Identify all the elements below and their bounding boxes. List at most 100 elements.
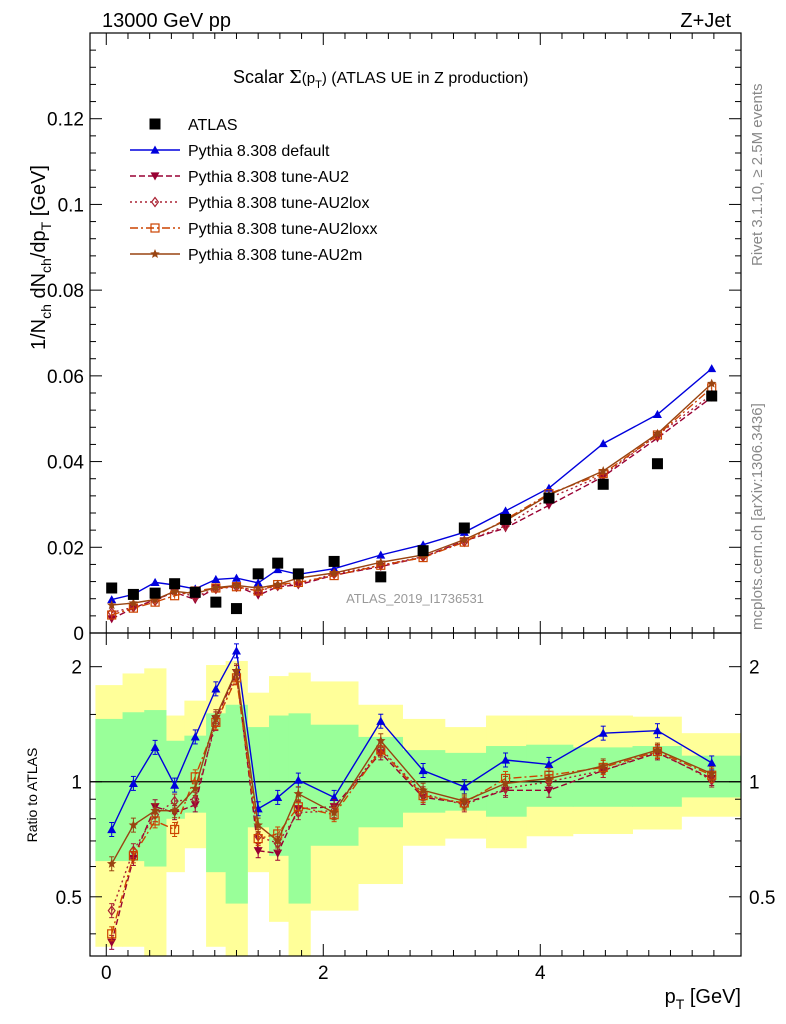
ratio-y-tick-label: 0.5 [56, 888, 82, 909]
series-point-4 [128, 598, 139, 608]
ratio-y-tick-label-right: 2 [749, 658, 760, 679]
ratio-series-point-4 [128, 820, 139, 830]
atlas-data-point [706, 390, 718, 402]
ratio-series-point-4 [500, 778, 511, 788]
y-tick-label: 0.12 [47, 110, 84, 131]
y-tick-label: 0 [73, 624, 84, 645]
series-point-0 [211, 574, 221, 584]
series-point-4 [329, 568, 339, 578]
atlas-data-point [417, 545, 429, 557]
ratio-series-point-4 [418, 785, 428, 795]
series-point-4 [598, 466, 608, 476]
series-point-3 [107, 610, 117, 620]
ratio-series-point-4 [652, 745, 663, 755]
series-line-4 [111, 383, 713, 606]
atlas-data-point [375, 571, 387, 583]
series-line-2 [111, 394, 713, 614]
ratio-series-point-3 [107, 929, 117, 939]
uncertainty-band-green [95, 718, 124, 862]
ratio-series-point-4 [459, 796, 470, 806]
series-point-0 [652, 409, 662, 419]
atlas-data-point [149, 587, 161, 599]
ratio-plot: 0.5 0.5 1 1 2 2 0 2 4 [56, 633, 775, 984]
atlas-data-point [597, 478, 609, 490]
ratio-series-point-0 [107, 824, 117, 834]
legend-label: ATLAS [188, 117, 238, 134]
ratio-series-point-0 [376, 716, 386, 725]
main-ylabel: 1/Nch dNch/dpT [GeV] [28, 165, 54, 350]
series-point-0 [707, 364, 717, 373]
ratio-series-point-0 [273, 792, 283, 801]
series-point-0 [501, 506, 511, 515]
uncertainty-band-green [206, 713, 227, 873]
atlas-data-point [292, 568, 304, 580]
y-tick-label: 0.04 [47, 453, 84, 474]
ratio-series-point-4 [272, 835, 283, 845]
ratio-series-point-4 [706, 768, 717, 778]
ratio-series-point-3 [253, 833, 263, 844]
series-point-0 [376, 550, 386, 559]
series-point-4 [459, 534, 470, 544]
ratio-series-point-0 [501, 755, 511, 764]
atlas-data-point [458, 522, 470, 534]
ratio-series-point-0 [459, 782, 469, 791]
y-tick-label: 0.1 [58, 195, 84, 216]
series-point-0 [598, 439, 608, 448]
ratio-series-point-0 [231, 646, 241, 655]
y-tick-label: 0.06 [47, 367, 84, 388]
legend-label: Pythia 8.308 tune-AU2 [188, 169, 349, 186]
ratio-series-point-0 [707, 758, 717, 767]
legend-marker [150, 249, 160, 259]
legend-marker [150, 145, 160, 154]
ratio-series-point-4 [211, 711, 221, 721]
ratio-series-point-1 [253, 847, 263, 856]
ratio-series-point-4 [169, 805, 180, 815]
atlas-data-point [543, 492, 555, 504]
uncertainty-band-green [165, 740, 185, 819]
ratio-y-tick-label: 1 [71, 773, 82, 794]
ratio-clipped [90, 643, 741, 956]
series-line-0 [111, 368, 713, 601]
atlas-data-point [328, 555, 340, 567]
ratio-series-point-4 [106, 858, 117, 868]
ratio-series-point-0 [652, 726, 662, 735]
ratio-series-point-0 [128, 778, 138, 788]
legend-marker [150, 172, 160, 181]
main-plot: 0 0.02 0.04 0.06 0.08 0.1 0.12 [47, 33, 741, 645]
atlas-data-point [272, 557, 284, 569]
atlas-data-point [189, 586, 201, 598]
ratio-series-point-4 [376, 735, 386, 745]
ratio-ylabel: Ratio to ATLAS [24, 748, 40, 843]
rivet-label: Rivet 3.1.10, ≥ 2.5M events [749, 84, 766, 267]
ratio-series-point-4 [598, 760, 608, 770]
legend-label: Pythia 8.308 tune-AU2lox [188, 195, 369, 212]
ratio-series-point-0 [544, 759, 554, 769]
ratio-series-point-0 [598, 728, 608, 737]
y-tick-label: 0.02 [47, 538, 84, 559]
series-point-4 [706, 378, 717, 388]
ratio-series-point-2 [191, 793, 200, 805]
ratio-plot-frame [89, 632, 742, 957]
ratio-y-tick-label-right: 0.5 [749, 888, 775, 909]
atlas-data-point [210, 596, 222, 608]
atlas-data-point [106, 582, 118, 594]
atlas-data-point [651, 458, 663, 470]
ratio-series-point-4 [253, 820, 263, 830]
x-axis-label: pT [GeV] [665, 986, 741, 1012]
legend-marker [150, 196, 160, 208]
series-line-3 [111, 387, 713, 616]
ratio-series-point-4 [544, 773, 554, 783]
series-point-0 [273, 565, 283, 574]
ratio-series-point-4 [190, 783, 200, 793]
legend: ATLAS Pythia 8.308 default Pythia 8.308 tu… [130, 117, 377, 264]
uncertainty-band-green [225, 704, 248, 904]
header-left: 13000 GeV pp [102, 10, 231, 32]
analysis-watermark: ATLAS_2019_I1736531 [346, 591, 484, 606]
series-point-4 [106, 600, 117, 610]
series-point-1 [544, 501, 554, 510]
atlas-data-point [230, 603, 242, 615]
ratio-series-point-2 [707, 774, 716, 786]
ratio-series-point-0 [418, 766, 428, 775]
series-point-4 [231, 580, 242, 590]
series-point-4 [150, 594, 160, 604]
